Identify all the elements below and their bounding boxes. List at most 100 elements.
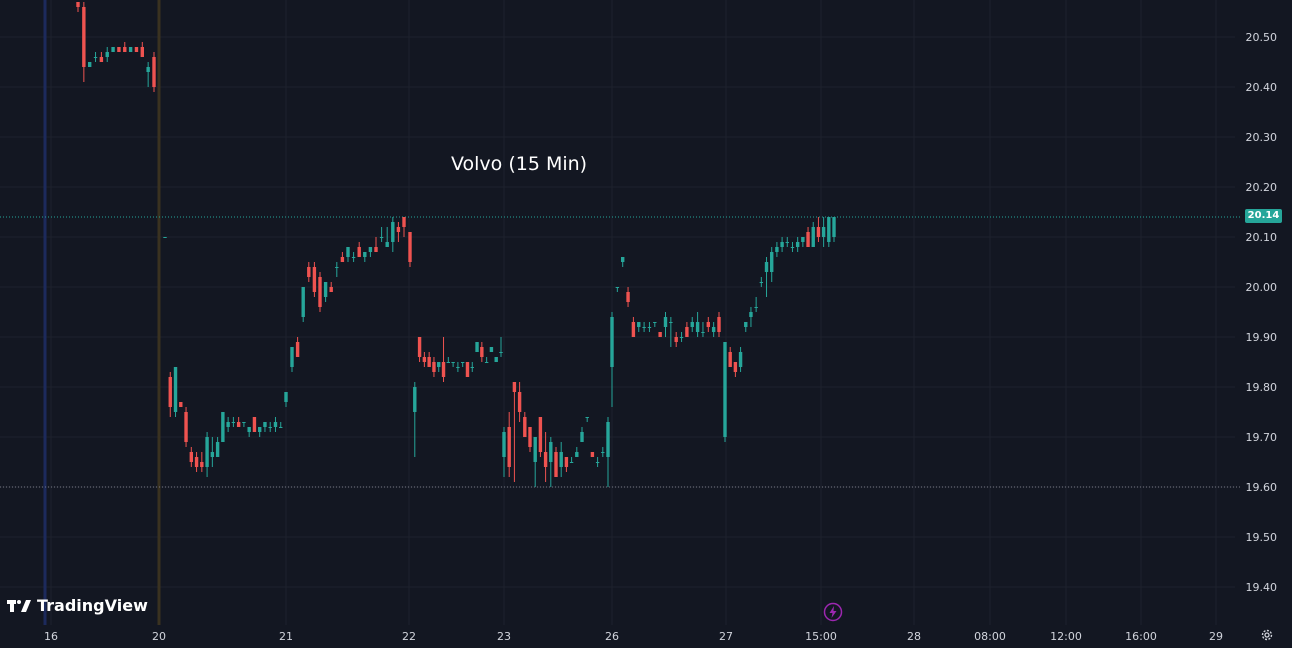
candle[interactable] <box>754 297 758 312</box>
candle[interactable] <box>189 447 194 467</box>
candle[interactable] <box>408 232 412 267</box>
candle[interactable] <box>801 237 805 247</box>
candle[interactable] <box>626 287 630 307</box>
candle[interactable] <box>346 247 350 262</box>
candle[interactable] <box>323 282 328 302</box>
candle[interactable] <box>257 427 262 437</box>
candle[interactable] <box>231 417 236 427</box>
candle[interactable] <box>669 317 673 347</box>
candle[interactable] <box>821 217 826 247</box>
candle[interactable] <box>413 382 417 457</box>
candle[interactable] <box>690 317 694 332</box>
candle[interactable] <box>549 437 553 487</box>
candle[interactable] <box>134 47 139 52</box>
candle[interactable] <box>226 417 230 432</box>
candle[interactable] <box>723 342 727 442</box>
candle[interactable] <box>205 432 209 477</box>
candle[interactable] <box>663 312 668 337</box>
candle[interactable] <box>242 422 246 427</box>
candle[interactable] <box>301 287 305 322</box>
candle[interactable] <box>168 372 172 417</box>
candle[interactable] <box>460 362 465 367</box>
candle[interactable] <box>621 257 625 267</box>
candle[interactable] <box>340 252 345 262</box>
candle[interactable] <box>194 452 199 472</box>
candle[interactable] <box>512 382 517 482</box>
candle[interactable] <box>499 337 503 357</box>
candle[interactable] <box>554 447 558 477</box>
candle[interactable] <box>832 217 836 242</box>
candle[interactable] <box>152 52 156 92</box>
candle[interactable] <box>432 357 436 377</box>
candle[interactable] <box>307 262 311 282</box>
candle[interactable] <box>290 347 294 372</box>
candle[interactable] <box>749 307 753 327</box>
candle[interactable] <box>507 412 511 477</box>
candle[interactable] <box>528 427 532 452</box>
candle[interactable] <box>475 342 479 352</box>
candle[interactable] <box>523 412 527 437</box>
candle[interactable] <box>738 347 743 372</box>
candle[interactable] <box>385 227 389 247</box>
candle[interactable] <box>221 412 225 442</box>
candle[interactable] <box>674 332 678 347</box>
candle[interactable] <box>744 322 748 332</box>
candle[interactable] <box>764 257 769 297</box>
candle[interactable] <box>610 312 614 407</box>
candle[interactable] <box>795 237 800 252</box>
candle[interactable] <box>494 357 498 362</box>
candle[interactable] <box>335 262 339 277</box>
candle[interactable] <box>685 322 689 337</box>
candle[interactable] <box>379 227 384 242</box>
candle[interactable] <box>606 417 610 487</box>
candle[interactable] <box>489 347 494 352</box>
candle[interactable] <box>590 452 595 457</box>
candle[interactable] <box>146 62 150 87</box>
candle[interactable] <box>105 47 109 62</box>
candle[interactable] <box>653 322 657 327</box>
candle[interactable] <box>517 382 522 422</box>
brand-logo[interactable]: TradingView <box>7 596 148 615</box>
candle[interactable] <box>312 262 317 297</box>
candle[interactable] <box>87 62 92 67</box>
candle[interactable] <box>368 247 373 257</box>
candle[interactable] <box>502 427 506 477</box>
candle[interactable] <box>790 242 795 252</box>
candle[interactable] <box>647 322 652 332</box>
candle[interactable] <box>679 332 684 342</box>
candle[interactable] <box>470 362 474 372</box>
candle[interactable] <box>247 427 251 437</box>
candle[interactable] <box>374 237 378 252</box>
candle[interactable] <box>770 247 774 282</box>
candle[interactable] <box>273 417 278 432</box>
candle[interactable] <box>396 222 401 242</box>
candle[interactable] <box>642 322 646 332</box>
candle[interactable] <box>695 312 700 337</box>
candle[interactable] <box>827 217 831 247</box>
candle[interactable] <box>329 282 333 292</box>
candle[interactable] <box>775 242 779 257</box>
candle[interactable] <box>417 337 422 362</box>
candle[interactable] <box>615 287 620 292</box>
candle[interactable] <box>585 417 589 422</box>
candle[interactable] <box>391 217 395 252</box>
candle[interactable] <box>123 42 127 52</box>
candle[interactable] <box>806 227 810 247</box>
candle[interactable] <box>268 422 272 432</box>
candle[interactable] <box>564 457 569 472</box>
candle[interactable] <box>785 237 789 247</box>
candle[interactable] <box>236 417 241 427</box>
candle[interactable] <box>465 362 470 377</box>
candle[interactable] <box>82 1 86 82</box>
candle[interactable] <box>318 272 322 312</box>
candle[interactable] <box>717 312 721 337</box>
candle[interactable] <box>456 362 460 372</box>
candle[interactable] <box>601 447 605 457</box>
candle[interactable] <box>422 352 427 367</box>
candle[interactable] <box>816 217 821 242</box>
candle[interactable] <box>480 342 484 362</box>
candle[interactable] <box>437 362 441 372</box>
candle[interactable] <box>128 47 133 52</box>
gear-icon[interactable] <box>1260 628 1274 642</box>
candle[interactable] <box>76 1 80 12</box>
